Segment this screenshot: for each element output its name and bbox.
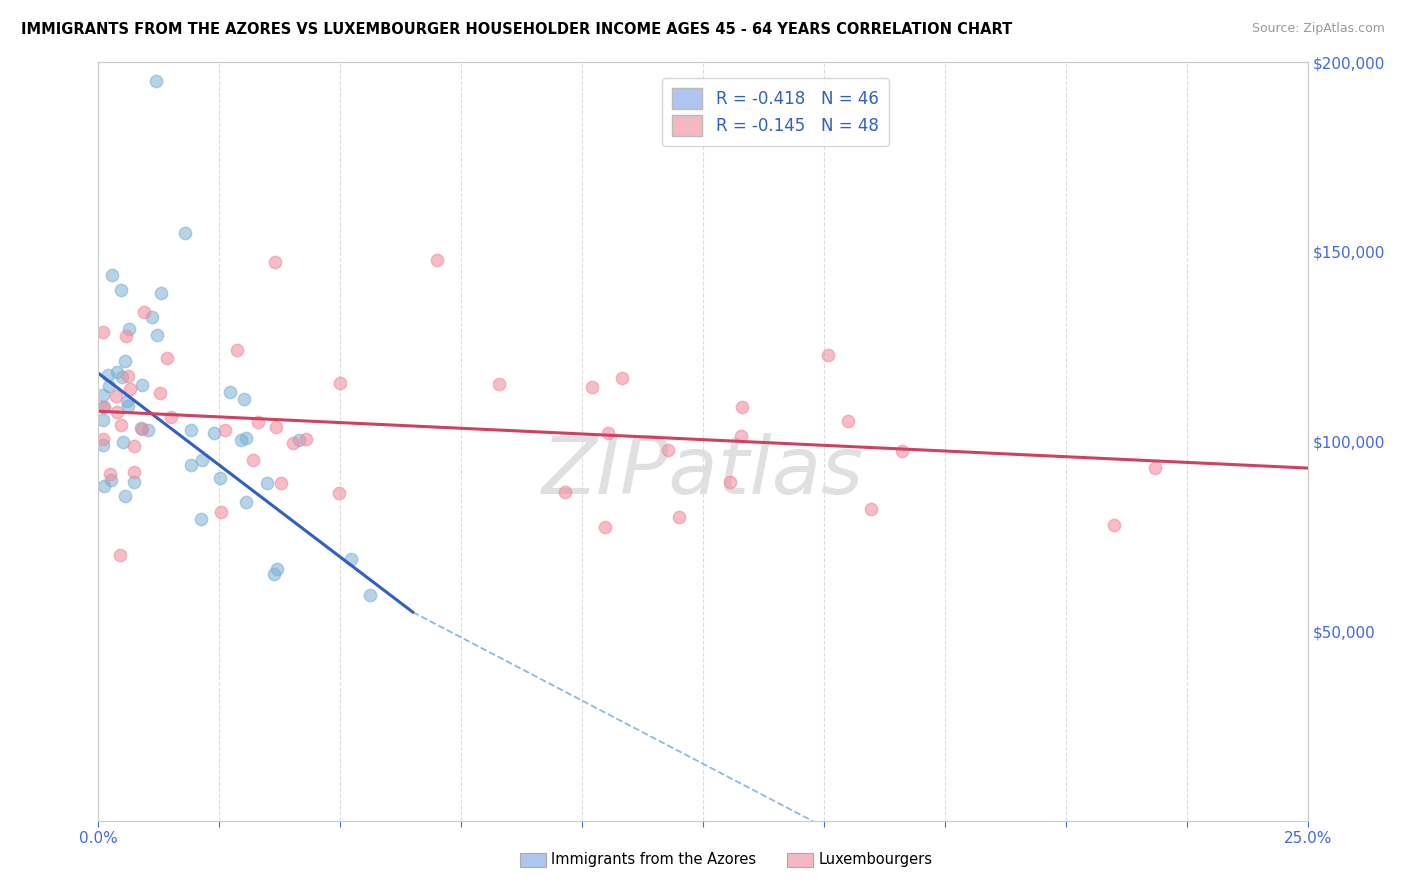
Point [593, 519, 616, 533]
Point [91, 325, 114, 339]
Point [340, 552, 363, 566]
Point [118, 382, 141, 396]
Point [91, 438, 114, 452]
Point [288, 434, 311, 448]
Point [718, 475, 741, 489]
Point [596, 426, 619, 441]
Point [554, 485, 576, 500]
Point [115, 329, 138, 343]
Point [136, 423, 159, 437]
Point [114, 354, 136, 368]
Point [100, 268, 122, 282]
Point [105, 365, 128, 379]
Point [817, 348, 839, 362]
Point [156, 351, 179, 366]
Text: ZIPatlas: ZIPatlas [541, 433, 865, 511]
Point [256, 475, 278, 490]
Point [180, 458, 202, 472]
Point [281, 436, 304, 450]
Point [111, 435, 134, 450]
Point [264, 420, 287, 434]
Point [110, 283, 132, 297]
Point [1143, 460, 1166, 475]
Point [731, 401, 754, 415]
Point [581, 380, 603, 394]
Point [122, 475, 145, 489]
Point [359, 589, 381, 603]
Point [426, 252, 449, 267]
Point [98, 467, 121, 481]
Point [117, 399, 139, 413]
Point [108, 548, 131, 563]
Point [668, 510, 690, 524]
Point [270, 475, 292, 490]
Point [295, 432, 318, 446]
Point [105, 389, 128, 403]
Point [233, 392, 256, 406]
Point [145, 74, 167, 88]
Point [174, 226, 197, 240]
Text: Source: ZipAtlas.com: Source: ZipAtlas.com [1251, 22, 1385, 36]
Point [209, 471, 232, 485]
Point [117, 368, 139, 383]
Point [141, 310, 163, 325]
Point [180, 424, 202, 438]
Point [191, 452, 214, 467]
Point [190, 512, 212, 526]
Point [115, 393, 138, 408]
Point [100, 473, 122, 487]
Text: Immigrants from the Azores: Immigrants from the Azores [551, 853, 756, 867]
Point [146, 327, 169, 342]
Point [235, 431, 257, 445]
Point [837, 414, 859, 428]
Point [225, 343, 247, 358]
Point [131, 422, 153, 436]
Point [160, 410, 183, 425]
Point [328, 485, 350, 500]
Point [97, 379, 120, 393]
Point [93, 479, 115, 493]
Point [488, 376, 510, 391]
Point [118, 322, 141, 336]
Point [266, 562, 288, 576]
Point [730, 429, 752, 443]
Point [93, 400, 115, 414]
Point [860, 502, 883, 516]
Point [122, 466, 145, 480]
Point [890, 444, 912, 458]
Point [129, 420, 152, 434]
Point [110, 418, 132, 433]
Point [329, 376, 352, 390]
Point [610, 370, 633, 384]
Point [97, 368, 120, 382]
Point [122, 439, 145, 453]
Point [91, 432, 114, 446]
Point [131, 378, 153, 392]
Point [114, 489, 136, 503]
Legend: R = -0.418   N = 46, R = -0.145   N = 48: R = -0.418 N = 46, R = -0.145 N = 48 [662, 78, 889, 145]
Point [91, 400, 114, 414]
Point [209, 505, 232, 519]
Point [149, 385, 172, 400]
Point [1102, 517, 1125, 532]
Point [229, 433, 252, 447]
Point [263, 255, 285, 269]
Point [111, 369, 134, 384]
Point [242, 453, 264, 467]
Point [235, 495, 257, 509]
Point [263, 566, 285, 581]
Point [246, 415, 269, 429]
Text: IMMIGRANTS FROM THE AZORES VS LUXEMBOURGER HOUSEHOLDER INCOME AGES 45 - 64 YEARS: IMMIGRANTS FROM THE AZORES VS LUXEMBOURG… [21, 22, 1012, 37]
Point [132, 305, 155, 319]
Point [214, 423, 236, 437]
Point [204, 425, 226, 440]
Text: Luxembourgers: Luxembourgers [818, 853, 932, 867]
Point [657, 443, 679, 458]
Point [91, 413, 114, 427]
Point [219, 384, 242, 399]
Point [91, 387, 114, 401]
Point [150, 286, 173, 301]
Point [107, 405, 129, 419]
